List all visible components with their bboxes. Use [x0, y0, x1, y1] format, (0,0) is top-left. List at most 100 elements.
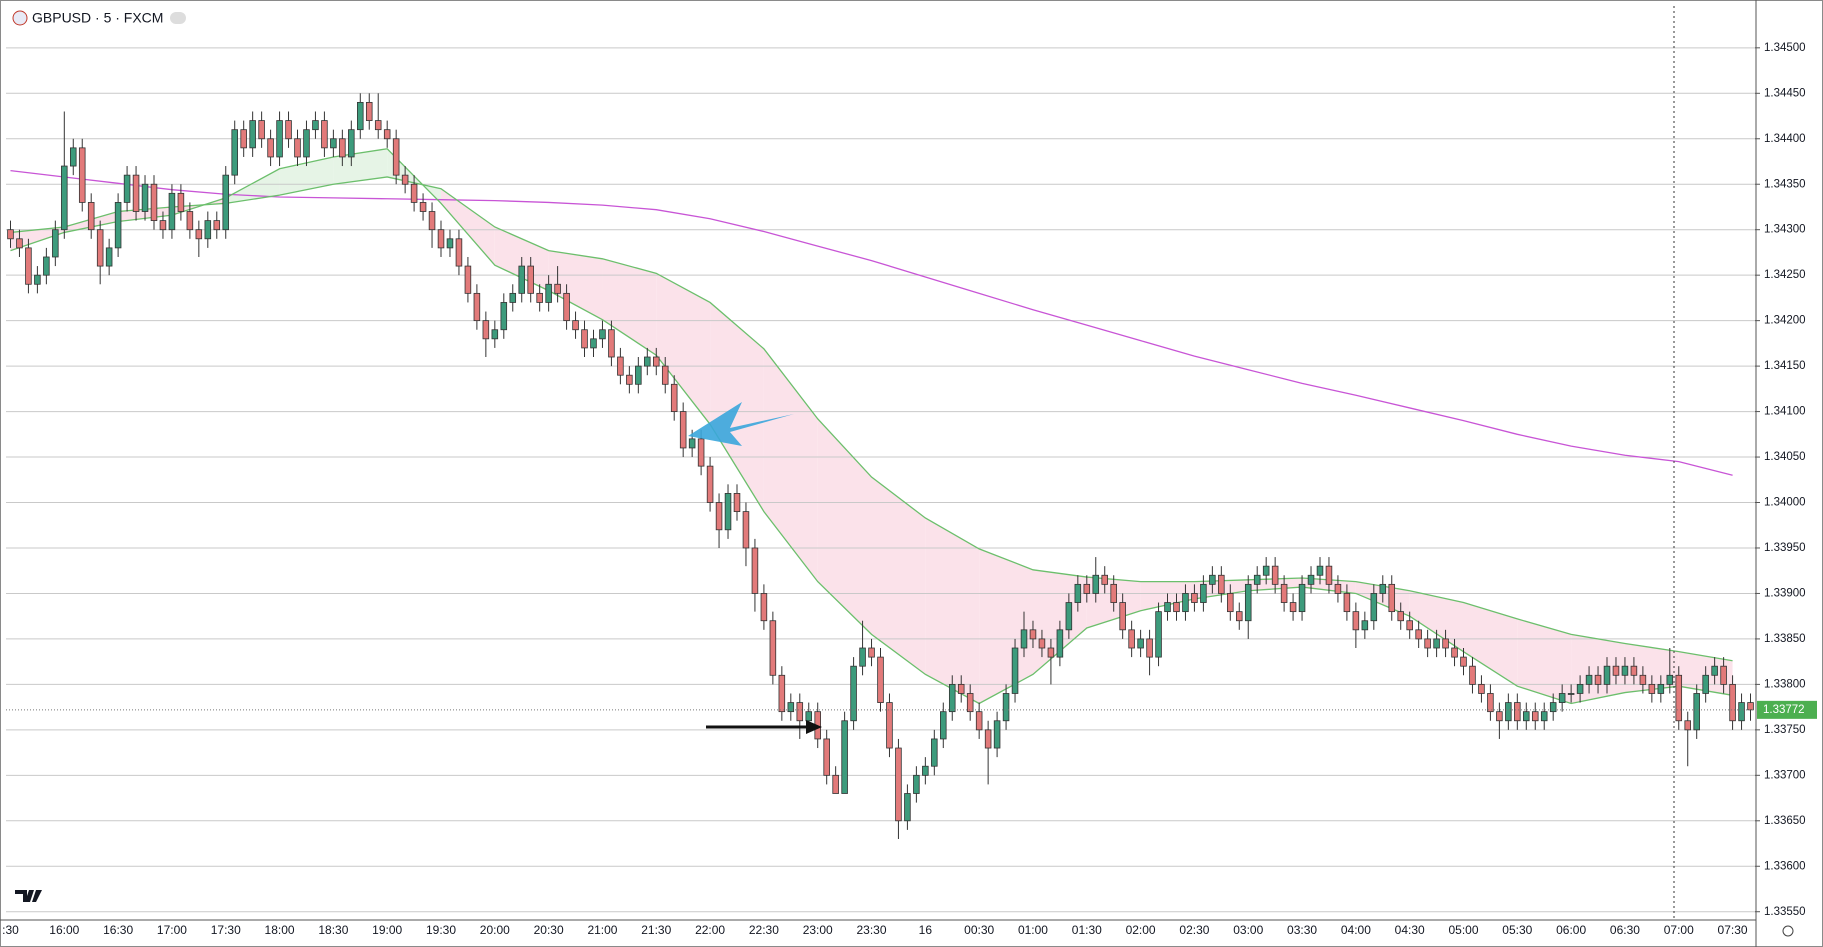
candle-body [832, 774, 839, 794]
candle-body [984, 729, 992, 749]
ema-band [763, 348, 818, 582]
candle-body [1702, 674, 1709, 694]
candle-body [249, 120, 256, 149]
candle-body [1747, 702, 1754, 711]
y-tick-label: 1.34100 [1764, 406, 1806, 418]
candle-body [123, 174, 131, 203]
candle-body [195, 229, 203, 240]
candle-body [222, 174, 230, 231]
candle-body [1038, 638, 1046, 649]
candle-body [374, 120, 382, 131]
x-tick-label: 05:00 [1448, 923, 1478, 937]
candle-body [1155, 611, 1162, 658]
last-price-box [1757, 700, 1817, 719]
x-tick-label: 20:00 [480, 923, 510, 937]
candle-body [437, 229, 445, 249]
candle-body [1370, 593, 1378, 622]
y-tick-label: 1.34400 [1764, 133, 1806, 145]
candle-body [1047, 647, 1055, 658]
candle-body [1209, 574, 1216, 585]
candle-body [1514, 702, 1521, 722]
candle-body [1271, 565, 1279, 585]
y-tick-label: 1.34050 [1764, 451, 1806, 463]
candle-body [1352, 611, 1360, 631]
candle-body [1585, 674, 1593, 685]
x-tick-label: 16 [919, 923, 933, 937]
candle-body [365, 101, 373, 121]
candle-body [859, 647, 866, 667]
chart-title: GBPUSD · 5 · FXCM [32, 10, 163, 26]
x-tick-label: 21:30 [641, 923, 671, 937]
candle-body [428, 211, 436, 231]
x-tick-label: 00:30 [964, 923, 994, 937]
candle-body [868, 647, 875, 658]
y-tick-label: 1.33600 [1764, 860, 1806, 872]
candle-body [1316, 565, 1324, 576]
candle-body [1576, 683, 1584, 694]
candle-body [652, 356, 660, 367]
overlay-line [10, 176, 1733, 662]
candle-body [1460, 656, 1467, 667]
candle-body [1684, 720, 1692, 731]
candle-body [1406, 620, 1413, 631]
candle-body [886, 702, 893, 749]
y-tick-label: 1.34250 [1764, 269, 1806, 281]
x-tick-label: 19:30 [426, 923, 456, 937]
candle-body [1451, 647, 1458, 658]
candle-body [670, 383, 678, 412]
candle-body [285, 120, 292, 140]
candle-body [177, 192, 185, 212]
ema-band [925, 517, 980, 704]
ema-band [871, 477, 926, 675]
candle-body [1128, 629, 1135, 649]
ema-band [1624, 643, 1679, 693]
candle-body [850, 665, 857, 722]
y-tick-label: 1.34300 [1764, 224, 1806, 236]
candle-body [1227, 593, 1234, 613]
candle-body [105, 247, 113, 267]
x-tick-label: 21:00 [587, 923, 617, 937]
candle-body [1218, 574, 1225, 594]
ema-band [10, 226, 65, 251]
candle-body [931, 738, 938, 767]
candle-body [1630, 665, 1638, 676]
axis-layer: 1.33550 1.33600 1.33650 1.33700 1.33750 1.338… [2, 42, 1817, 937]
candle-body [1648, 683, 1656, 694]
candle-body [464, 265, 472, 294]
candle-body [114, 202, 122, 249]
candle-body [1119, 602, 1126, 631]
y-tick-label: 1.33550 [1764, 906, 1806, 918]
candle-body [1110, 583, 1117, 603]
candle-body [626, 374, 633, 385]
candle-body [61, 165, 68, 231]
candle-body [1029, 629, 1037, 640]
candle-body [1325, 565, 1333, 585]
candle-body [34, 274, 41, 285]
collapse-button[interactable] [170, 12, 186, 24]
candle-body [1487, 693, 1494, 713]
candle-body [913, 774, 920, 794]
candle-body [303, 129, 310, 158]
y-tick-label: 1.34350 [1764, 178, 1806, 190]
ema-band [817, 418, 872, 635]
settings-button[interactable] [1782, 925, 1794, 937]
candle-body [922, 765, 929, 776]
candle-body [96, 229, 104, 267]
y-tick-label: 1.34200 [1764, 315, 1806, 327]
x-tick-label: 02:00 [1126, 923, 1156, 937]
candle-body [1666, 674, 1674, 685]
candle-body [392, 138, 400, 176]
candle-body [1433, 638, 1440, 649]
candle-body [877, 656, 884, 703]
candle-body [1388, 583, 1396, 613]
x-tick-label: 03:30 [1287, 923, 1317, 937]
candle-body [52, 229, 59, 258]
ema-band [441, 188, 495, 266]
candle-body [1074, 583, 1082, 603]
candle-body [410, 183, 418, 203]
x-tick-label: 23:00 [803, 923, 833, 937]
candle-layer [7, 93, 1754, 839]
x-tick-label: 05:30 [1502, 923, 1532, 937]
candle-body [661, 365, 669, 385]
